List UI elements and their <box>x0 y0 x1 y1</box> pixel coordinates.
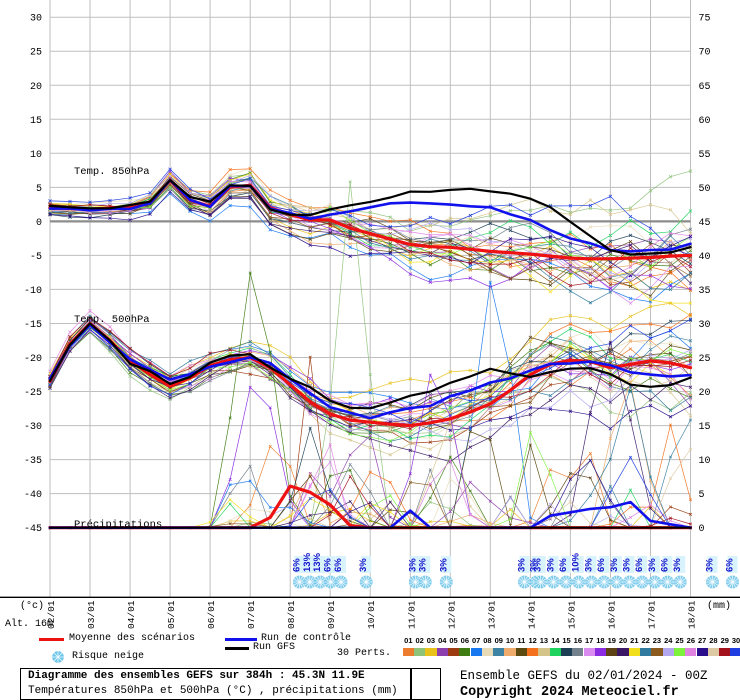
svg-text:15: 15 <box>699 422 711 433</box>
svg-text:30: 30 <box>30 14 42 25</box>
svg-text:13/01: 13/01 <box>486 600 497 629</box>
svg-text:6%: 6% <box>291 558 302 572</box>
svg-text:07/01: 07/01 <box>246 600 257 629</box>
svg-text:-20: -20 <box>24 354 42 365</box>
svg-text:3%: 3% <box>583 558 594 572</box>
svg-text:Temp. 500hPa: Temp. 500hPa <box>74 314 150 326</box>
svg-text:35: 35 <box>699 286 711 297</box>
svg-text:3%: 3% <box>516 558 527 572</box>
svg-text:10: 10 <box>699 456 711 467</box>
svg-text:25: 25 <box>699 354 711 365</box>
svg-text:08/01: 08/01 <box>286 600 297 629</box>
svg-text:05/01: 05/01 <box>166 600 177 629</box>
svg-text:04/01: 04/01 <box>126 600 137 629</box>
svg-text:6%: 6% <box>660 558 671 572</box>
svg-text:65: 65 <box>699 82 711 93</box>
svg-text:12/01: 12/01 <box>446 600 457 629</box>
svg-text:20: 20 <box>699 388 711 399</box>
svg-text:3%: 3% <box>622 558 633 572</box>
svg-text:-10: -10 <box>24 286 42 297</box>
svg-text:10: 10 <box>30 150 42 161</box>
svg-text:3%: 3% <box>533 558 544 572</box>
svg-text:60: 60 <box>699 116 711 127</box>
svg-text:-25: -25 <box>24 388 42 399</box>
svg-text:70: 70 <box>699 48 711 59</box>
svg-text:40: 40 <box>699 252 711 263</box>
svg-text:18/01: 18/01 <box>687 600 698 629</box>
svg-text:50: 50 <box>699 184 711 195</box>
svg-text:Temp. 850hPa: Temp. 850hPa <box>74 166 150 178</box>
svg-text:3%: 3% <box>358 558 369 572</box>
svg-text:17/01: 17/01 <box>647 600 658 629</box>
svg-text:-5: -5 <box>30 252 42 263</box>
svg-text:3%: 3% <box>647 558 658 572</box>
svg-text:6%: 6% <box>333 558 344 572</box>
svg-text:3%: 3% <box>417 558 428 572</box>
svg-text:-15: -15 <box>24 320 42 331</box>
svg-text:16/01: 16/01 <box>606 600 617 629</box>
svg-text:10/01: 10/01 <box>366 600 377 629</box>
svg-text:6%: 6% <box>323 558 334 572</box>
svg-text:3%: 3% <box>609 558 620 572</box>
svg-text:6%: 6% <box>558 558 569 572</box>
svg-text:-45: -45 <box>24 524 42 535</box>
svg-text:25: 25 <box>30 48 42 59</box>
svg-text:11/01: 11/01 <box>406 600 417 629</box>
svg-text:5: 5 <box>36 184 42 195</box>
svg-text:3%: 3% <box>438 558 449 572</box>
svg-text:13%: 13% <box>302 552 313 572</box>
svg-text:3%: 3% <box>705 558 716 572</box>
svg-text:45: 45 <box>699 218 711 229</box>
svg-text:06/01: 06/01 <box>206 600 217 629</box>
svg-text:-35: -35 <box>24 456 42 467</box>
svg-text:3%: 3% <box>672 558 683 572</box>
svg-text:09/01: 09/01 <box>326 600 337 629</box>
svg-text:75: 75 <box>699 14 711 25</box>
svg-text:-30: -30 <box>24 422 42 433</box>
svg-text:-40: -40 <box>24 490 42 501</box>
svg-text:03/01: 03/01 <box>86 600 97 629</box>
svg-text:0: 0 <box>36 218 42 229</box>
svg-text:30: 30 <box>699 320 711 331</box>
svg-text:6%: 6% <box>634 558 645 572</box>
svg-text:20: 20 <box>30 82 42 93</box>
svg-text:5: 5 <box>699 490 705 501</box>
svg-text:6%: 6% <box>725 558 736 572</box>
svg-text:15: 15 <box>30 116 42 127</box>
svg-text:13%: 13% <box>312 552 323 572</box>
svg-text:0: 0 <box>699 524 705 535</box>
svg-text:3%: 3% <box>545 558 556 572</box>
svg-text:10%: 10% <box>571 552 582 572</box>
svg-text:15/01: 15/01 <box>566 600 577 629</box>
svg-text:Précipitations: Précipitations <box>74 519 162 531</box>
svg-text:55: 55 <box>699 150 711 161</box>
svg-text:6%: 6% <box>596 558 607 572</box>
svg-text:14/01: 14/01 <box>526 600 537 629</box>
